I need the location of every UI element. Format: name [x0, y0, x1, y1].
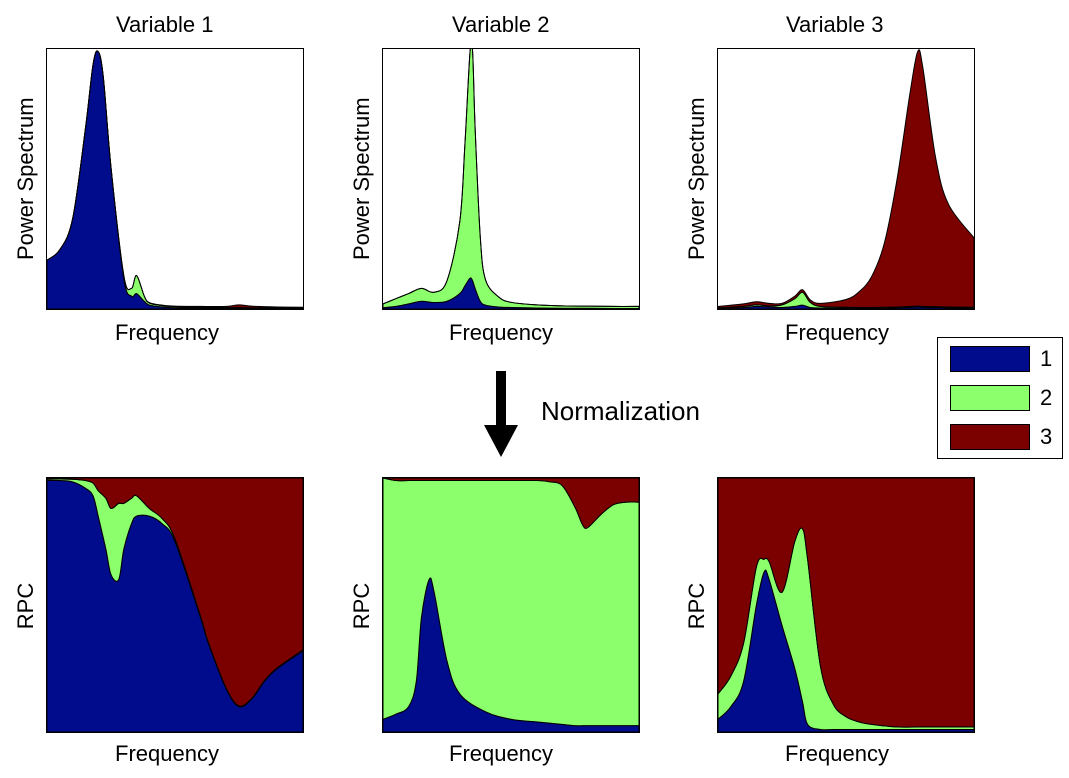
chart-svg-1: [383, 49, 639, 309]
area-series-3: [383, 49, 639, 306]
chart-svg-2: [718, 49, 974, 309]
legend-label-2: 2: [1040, 385, 1053, 410]
xlabel-frequency-1: Frequency: [115, 320, 219, 345]
ylabel-rpc-1: RPC: [13, 582, 38, 630]
area-series-3: [383, 478, 639, 528]
ylabel-power-spectrum-3: Power Spectrum: [684, 97, 709, 260]
area-series-3: [47, 478, 303, 706]
area-series-3: [47, 51, 303, 308]
xlabel-frequency-2: Frequency: [449, 320, 553, 345]
normalization-label: Normalization: [541, 396, 700, 426]
chart-title-variable-2: Variable 2: [452, 12, 550, 37]
area-series-3: [718, 50, 974, 308]
chart-panel-rpc-1: [46, 477, 304, 733]
arrow-down-icon: [484, 371, 518, 457]
legend-label-3: 3: [1040, 424, 1053, 449]
area-series-3: [718, 478, 974, 727]
chart-svg-5: [718, 478, 974, 732]
ylabel-rpc-3: RPC: [684, 582, 709, 630]
chart-svg-4: [383, 478, 639, 732]
xlabel-frequency-3: Frequency: [785, 320, 889, 345]
chart-svg-0: [47, 49, 303, 309]
legend: 1 2 3: [937, 337, 1063, 459]
chart-svg-3: [47, 478, 303, 732]
xlabel-frequency-5: Frequency: [449, 741, 553, 766]
legend-swatch-3: [950, 424, 1030, 450]
chart-panel-variable-2: [382, 48, 640, 310]
chart-panel-variable-1: [46, 48, 304, 310]
chart-panel-variable-3: [717, 48, 975, 310]
xlabel-frequency-4: Frequency: [115, 741, 219, 766]
area-series-2: [383, 49, 639, 309]
legend-label-1: 1: [1040, 346, 1053, 371]
chart-title-variable-3: Variable 3: [786, 12, 884, 37]
ylabel-rpc-2: RPC: [349, 582, 374, 630]
xlabel-frequency-6: Frequency: [785, 741, 889, 766]
area-series-1: [47, 51, 303, 309]
chart-panel-rpc-3: [717, 477, 975, 733]
chart-panel-rpc-2: [382, 477, 640, 733]
ylabel-power-spectrum-1: Power Spectrum: [13, 97, 38, 260]
legend-swatch-1: [950, 346, 1030, 372]
ylabel-power-spectrum-2: Power Spectrum: [349, 97, 374, 260]
chart-title-variable-1: Variable 1: [116, 12, 214, 37]
legend-swatch-2: [950, 385, 1030, 411]
